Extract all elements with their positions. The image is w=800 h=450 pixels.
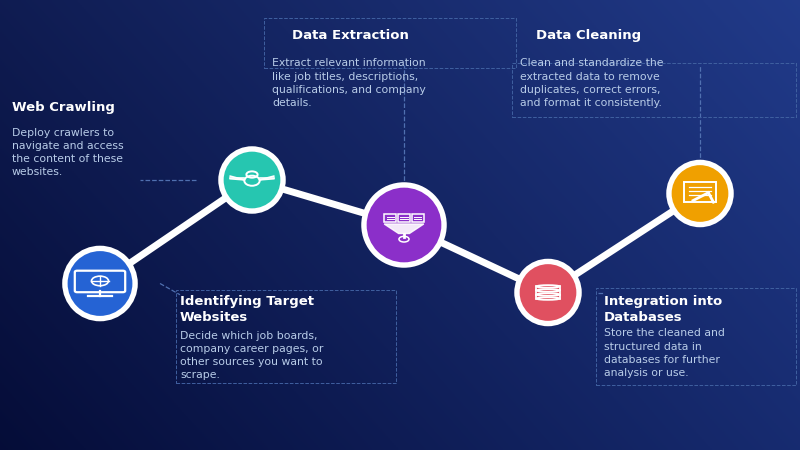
Text: Web Crawling: Web Crawling	[12, 101, 115, 114]
Ellipse shape	[218, 146, 286, 214]
Polygon shape	[384, 224, 424, 234]
Text: Clean and standardize the
extracted data to remove
duplicates, correct errors,
a: Clean and standardize the extracted data…	[520, 58, 663, 108]
Text: Data Extraction: Data Extraction	[292, 29, 409, 42]
Text: Data Cleaning: Data Cleaning	[536, 29, 641, 42]
Ellipse shape	[67, 251, 133, 316]
Ellipse shape	[362, 182, 446, 268]
Text: Deploy crawlers to
navigate and access
the content of these
websites.: Deploy crawlers to navigate and access t…	[12, 128, 124, 177]
Ellipse shape	[666, 160, 734, 227]
Text: Identifying Target
Websites: Identifying Target Websites	[180, 295, 314, 324]
Text: Decide which job boards,
company career pages, or
other sources you want to
scra: Decide which job boards, company career …	[180, 331, 323, 380]
Ellipse shape	[62, 246, 138, 321]
Ellipse shape	[514, 259, 582, 326]
Ellipse shape	[224, 152, 280, 208]
Text: Store the cleaned and
structured data in
databases for further
analysis or use.: Store the cleaned and structured data in…	[604, 328, 725, 378]
Text: Integration into
Databases: Integration into Databases	[604, 295, 722, 324]
Ellipse shape	[672, 165, 728, 222]
Text: Extract relevant information
like job titles, descriptions,
qualifications, and : Extract relevant information like job ti…	[272, 58, 426, 108]
Ellipse shape	[520, 264, 576, 321]
Ellipse shape	[366, 188, 442, 262]
